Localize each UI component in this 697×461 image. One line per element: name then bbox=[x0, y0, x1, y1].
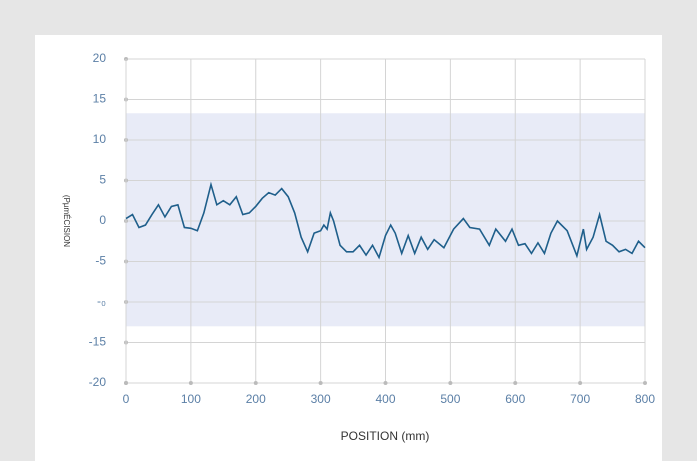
x-axis-title: POSITION (mm) bbox=[341, 429, 430, 443]
y-tick-label: 15 bbox=[93, 92, 107, 106]
x-tick-dot bbox=[513, 381, 518, 385]
y-tick-label: -20 bbox=[89, 375, 107, 389]
x-tick-label: 400 bbox=[375, 392, 395, 406]
x-tick-dot bbox=[578, 381, 583, 385]
y-tick-label: 0 bbox=[99, 213, 106, 227]
x-tick-dot bbox=[318, 381, 323, 385]
y-tick-label: -15 bbox=[89, 335, 107, 349]
x-tick-label: 700 bbox=[570, 392, 590, 406]
x-tick-dot bbox=[188, 381, 193, 385]
x-tick-dot bbox=[448, 381, 453, 385]
x-tick-dot bbox=[383, 381, 388, 385]
y-tick-label: 5 bbox=[99, 173, 106, 187]
y-axis-title: (PµmÉCISION bbox=[62, 195, 71, 247]
y-tick-label: -5 bbox=[95, 254, 106, 268]
y-tick-label: 10 bbox=[93, 132, 107, 146]
x-tick-label: 800 bbox=[635, 392, 655, 406]
x-tick-dot bbox=[643, 381, 647, 385]
x-tick-label: 500 bbox=[440, 392, 460, 406]
y-tick-label: 20 bbox=[93, 51, 107, 65]
data-line bbox=[125, 181, 646, 260]
x-tick-label: 0 bbox=[123, 392, 130, 406]
y-tick-label: -₀ bbox=[97, 294, 106, 308]
x-tick-label: 100 bbox=[181, 392, 201, 406]
x-tick-dot bbox=[124, 381, 128, 385]
x-tick-label: 600 bbox=[505, 392, 525, 406]
x-tick-label: 300 bbox=[311, 392, 331, 406]
x-tick-label: 200 bbox=[246, 392, 266, 406]
x-tick-dot bbox=[253, 381, 258, 385]
